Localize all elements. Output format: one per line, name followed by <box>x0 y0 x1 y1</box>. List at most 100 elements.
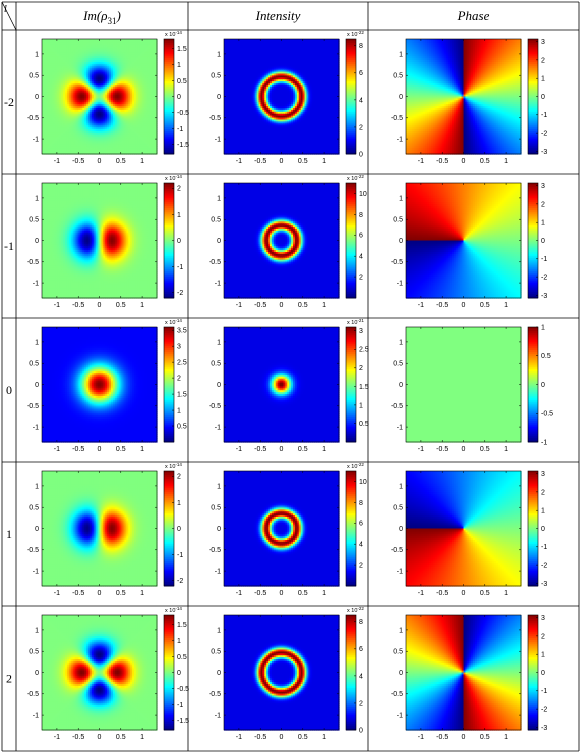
colorbar-tick-label: 2 <box>359 365 363 372</box>
y-tick-label: 0 <box>217 238 221 245</box>
colorbar-tick-label: 2.5 <box>359 347 369 354</box>
figure-row: 0-1 -0.5 0 0.5 110.50-0.5-13.532.521.510.5x … <box>6 318 553 453</box>
colorbar-tick-label: 1 <box>541 508 545 515</box>
x-tick-label: 0 <box>98 302 102 309</box>
colorbar-tick-label: 4 <box>359 254 363 261</box>
colorbar-tick-label: 1.5 <box>359 384 369 391</box>
colorbar-tick-label: 1 <box>177 500 181 507</box>
y-tick-label: 0.5 <box>393 73 403 80</box>
x-tick-label: 0.5 <box>480 446 490 453</box>
y-tick-label: -0.5 <box>27 547 39 554</box>
x-tick-label: -1 <box>236 734 242 741</box>
colorbar: 210-1-2x 10-14 <box>164 174 183 299</box>
y-tick-label: 1 <box>217 483 221 490</box>
y-tick-label: 0.5 <box>29 505 39 512</box>
figure-row: -2-1 -0.5 0 0.5 110.50-0.5-11.510.50-0.5-1-1… <box>4 30 547 165</box>
colorbar-tick-label: 0 <box>541 94 545 101</box>
x-tick-label: 0.5 <box>298 302 308 309</box>
x-tick-label: 1 <box>140 590 144 597</box>
y-tick-label: 1 <box>35 483 39 490</box>
y-tick-label: -0.5 <box>391 115 403 122</box>
colorbar-tick-label: -1 <box>177 126 183 133</box>
y-tick-label: 1 <box>217 339 221 346</box>
colorbar-tick-label: -1 <box>541 112 547 119</box>
colorbar-exponent: x 10-14 <box>165 606 182 614</box>
y-tick-label: -1 <box>33 424 39 431</box>
y-tick-label: 1 <box>399 627 403 634</box>
x-tick-label: 1 <box>322 734 326 741</box>
x-tick-label: 1 <box>322 302 326 309</box>
colorbar-tick-label: 4 <box>359 673 363 680</box>
y-tick-label: -0.5 <box>27 259 39 266</box>
colorbar-tick-label: -2 <box>541 563 547 570</box>
x-tick-label: -0.5 <box>72 590 84 597</box>
colorbar: 10.50-0.5-1 <box>528 324 553 446</box>
colorbar-exponent: x 10-14 <box>165 174 182 182</box>
colorbar-tick-label: 1 <box>359 402 363 409</box>
colorbar-tick-label: -1 <box>541 256 547 263</box>
colorbar-tick-label: -2 <box>177 290 183 297</box>
x-tick-label: -0.5 <box>254 590 266 597</box>
y-tick-label: 1 <box>399 51 403 58</box>
heatmap <box>42 615 158 731</box>
x-tick-label: 0 <box>462 158 466 165</box>
y-tick-label: 0 <box>399 382 403 389</box>
colorbar-tick-label: 0 <box>177 670 181 677</box>
colorbar-tick-label: -3 <box>541 581 547 588</box>
colorbar-exponent: x 10-14 <box>165 318 182 326</box>
heatmap <box>406 39 522 155</box>
colorbar-tick-label: -2 <box>541 275 547 282</box>
y-tick-label: 0 <box>35 670 39 677</box>
y-tick-label: 0 <box>217 526 221 533</box>
colorbar-tick-label: -0.5 <box>177 686 189 693</box>
x-tick-label: 0.5 <box>480 734 490 741</box>
colorbar-tick-label: 3 <box>541 471 545 478</box>
y-tick-label: -1 <box>33 136 39 143</box>
colorbar-tick-label: 3 <box>177 344 181 351</box>
x-tick-label: 1 <box>504 590 508 597</box>
colorbar-tick-label: 1 <box>541 652 545 659</box>
y-tick-label: -0.5 <box>27 403 39 410</box>
column-header: Phase <box>457 8 490 23</box>
colorbar-tick-label: 2 <box>541 201 545 208</box>
y-tick-label: 0 <box>399 526 403 533</box>
x-tick-label: 0.5 <box>116 302 126 309</box>
x-tick-label: -0.5 <box>436 590 448 597</box>
y-tick-label: 0.5 <box>393 505 403 512</box>
heatmap <box>42 183 158 299</box>
heatmap <box>42 39 158 155</box>
colorbar-tick-label: 0 <box>177 94 181 101</box>
x-tick-label: -0.5 <box>254 158 266 165</box>
colorbar-tick-label: 6 <box>359 521 363 528</box>
x-tick-label: 0 <box>462 302 466 309</box>
colorbar-tick-label: 10 <box>359 479 367 486</box>
colorbar-tick-label: 8 <box>359 212 363 219</box>
y-tick-label: 1 <box>35 51 39 58</box>
x-tick-label: 0 <box>98 158 102 165</box>
x-tick-label: -0.5 <box>72 734 84 741</box>
y-tick-label: 1 <box>399 195 403 202</box>
y-tick-label: 0.5 <box>29 361 39 368</box>
colorbar-tick-label: 1 <box>177 212 181 219</box>
y-tick-label: -1 <box>33 280 39 287</box>
x-tick-label: 1 <box>504 302 508 309</box>
colorbar: 1.510.50-0.5-1-1.5x 10-14 <box>164 606 189 731</box>
colorbar: 210-1-2x 10-14 <box>164 462 183 587</box>
heatmap <box>224 183 340 299</box>
x-tick-label: 0 <box>462 446 466 453</box>
colorbar-tick-label: -1 <box>541 439 547 446</box>
x-tick-label: -1 <box>418 446 424 453</box>
x-tick-label: 0.5 <box>480 158 490 165</box>
colorbar-tick-label: 0 <box>359 151 363 158</box>
colorbar-tick-label: 8 <box>359 43 363 50</box>
colorbar-exponent: x 10-22 <box>347 174 364 182</box>
x-tick-label: 1 <box>504 734 508 741</box>
colorbar-tick-label: -3 <box>541 149 547 156</box>
colorbar-tick-label: 3 <box>541 615 545 622</box>
